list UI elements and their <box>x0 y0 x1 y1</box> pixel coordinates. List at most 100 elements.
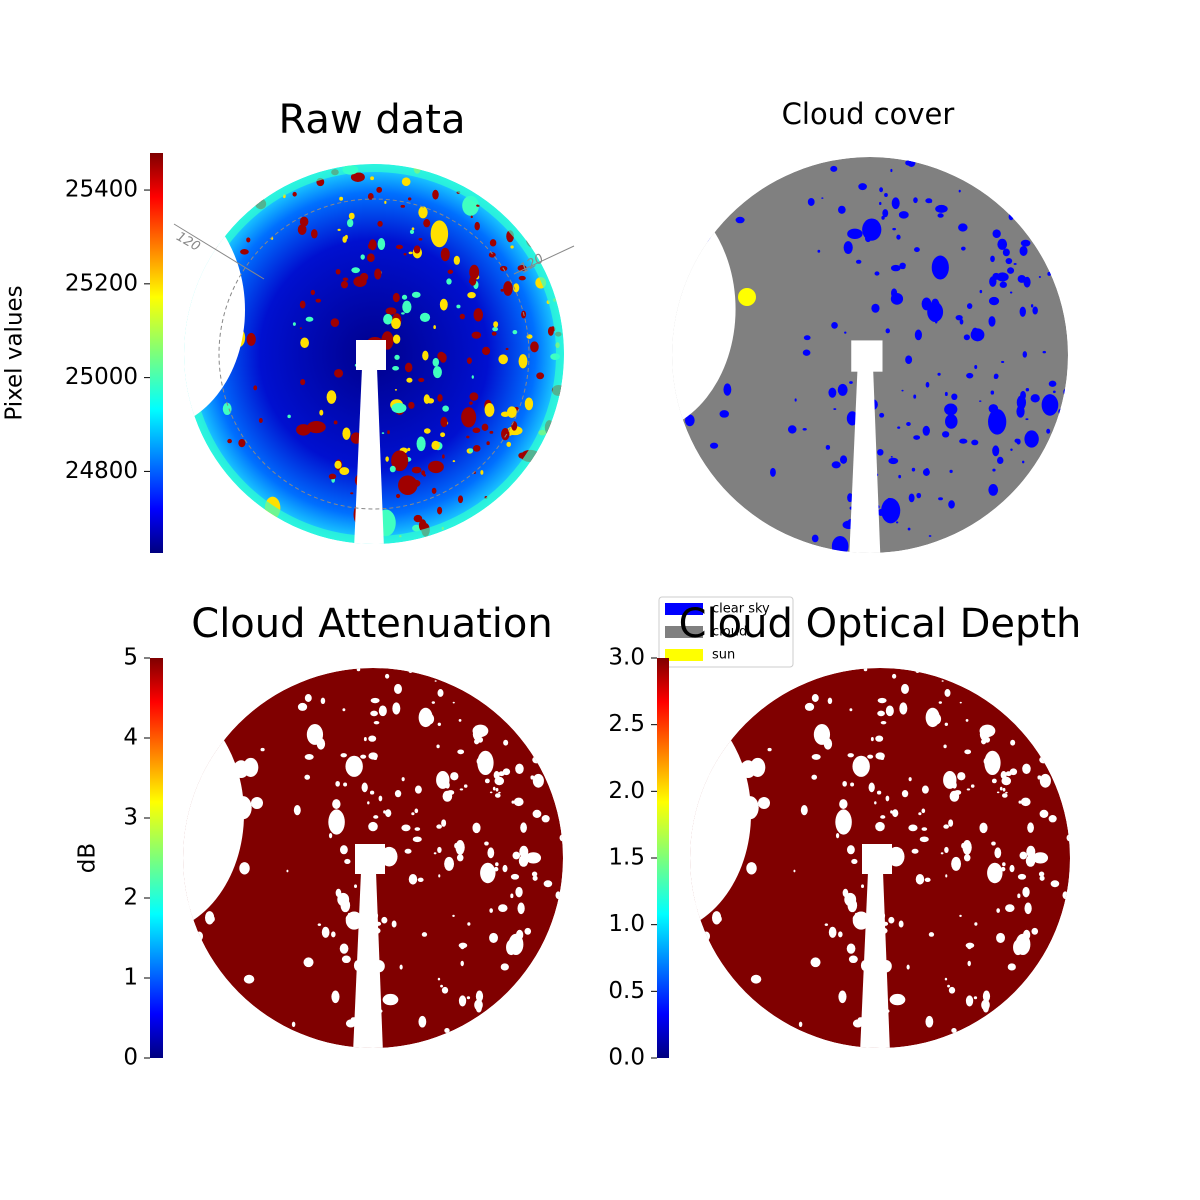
tick-label: 1.0 <box>608 911 645 937</box>
sky-patch <box>326 390 337 404</box>
sky-patch <box>419 312 431 322</box>
sky-patch <box>911 467 916 472</box>
sky-patch <box>831 461 841 469</box>
sky-patch <box>374 268 382 280</box>
sky-patch <box>299 216 309 227</box>
sky-patch <box>1050 880 1060 888</box>
sky-patch <box>876 790 882 795</box>
sky-patch <box>849 381 853 384</box>
sky-patch <box>934 319 938 324</box>
sky-patch <box>1001 360 1005 364</box>
sky-patch <box>467 922 471 926</box>
sky-patch <box>414 827 421 831</box>
sky-patch <box>992 229 1001 239</box>
sky-patch <box>877 697 887 704</box>
sky-patch <box>403 253 407 256</box>
sky-patch <box>981 999 990 1011</box>
sky-patch <box>253 385 258 391</box>
sky-patch <box>891 673 897 679</box>
sky-patch <box>297 702 308 711</box>
sky-patch <box>330 318 340 327</box>
sky-patch <box>447 269 454 274</box>
sky-patch <box>406 377 413 383</box>
sky-patch <box>416 436 426 452</box>
sky-patch <box>300 378 306 386</box>
colorbar-label: Pixel values <box>2 285 28 420</box>
sky-patch <box>432 357 440 367</box>
sky-patch <box>328 833 333 839</box>
sky-patch <box>850 782 855 787</box>
sky-patch <box>1039 809 1049 819</box>
colorbar <box>150 153 163 553</box>
sky-patch <box>400 204 406 208</box>
sky-patch <box>422 350 429 361</box>
sky-patch <box>458 718 462 722</box>
sky-patch <box>532 875 538 881</box>
sky-patch <box>442 454 445 459</box>
sky-patch <box>837 383 848 396</box>
sky-patch <box>414 785 422 794</box>
sky-patch <box>925 707 940 728</box>
sky-patch <box>469 392 479 401</box>
sky-patch <box>498 354 508 365</box>
sky-patch <box>331 931 336 938</box>
sky-patch <box>378 705 387 717</box>
sky-patch <box>967 960 971 967</box>
sky-patch <box>1032 852 1049 864</box>
sky-patch <box>944 977 948 981</box>
sky-patch <box>385 809 392 818</box>
sky-patch <box>992 445 1000 457</box>
mask-square <box>355 844 385 874</box>
sky-patch <box>328 473 337 480</box>
sky-patch <box>908 824 918 832</box>
sky-patch <box>524 927 532 935</box>
sky-patch <box>501 428 510 441</box>
sky-patch <box>890 456 893 458</box>
sky-patch <box>476 758 482 765</box>
sky-patch <box>394 790 402 798</box>
sky-patch <box>852 911 870 930</box>
sky-patch <box>825 444 831 450</box>
sky-patch <box>434 680 437 682</box>
legend-swatch <box>665 603 703 615</box>
sky-patch <box>484 876 492 883</box>
panel-title: Cloud Optical Depth <box>679 601 1082 647</box>
sky-patch <box>888 457 899 465</box>
sky-patch <box>957 772 966 781</box>
sky-patch <box>423 394 430 404</box>
sky-patch <box>489 430 494 434</box>
sky-patch <box>440 984 443 988</box>
sky-patch <box>991 778 997 784</box>
sky-patch <box>718 916 722 922</box>
sky-patch <box>979 727 990 741</box>
sky-patch <box>407 447 411 452</box>
sky-patch <box>484 778 490 784</box>
sky-patch <box>997 238 1008 250</box>
sky-patch <box>394 354 400 360</box>
sky-patch <box>1030 394 1040 403</box>
sky-patch <box>897 426 901 429</box>
sky-patch <box>898 920 904 928</box>
sky-patch <box>899 265 906 270</box>
sky-patch <box>381 916 388 924</box>
sky-patch <box>517 902 525 915</box>
sky-patch <box>489 908 493 913</box>
sky-patch <box>502 768 511 776</box>
sky-patch <box>892 809 899 818</box>
sky-patch <box>914 247 920 253</box>
sky-patch <box>418 1015 427 1028</box>
sky-patch <box>943 744 947 749</box>
sky-patch <box>1041 394 1059 416</box>
sky-patch <box>493 321 499 328</box>
sky-patch <box>315 298 322 303</box>
sky-patch <box>828 387 837 398</box>
mask-pole <box>353 872 383 1048</box>
tick-label: 4 <box>123 725 138 751</box>
sky-patch <box>1031 927 1039 935</box>
sky-patch <box>979 289 983 294</box>
sky-patch <box>524 397 534 411</box>
sky-patch <box>885 795 890 802</box>
sky-patch <box>963 854 971 862</box>
sky-patch <box>474 999 483 1011</box>
